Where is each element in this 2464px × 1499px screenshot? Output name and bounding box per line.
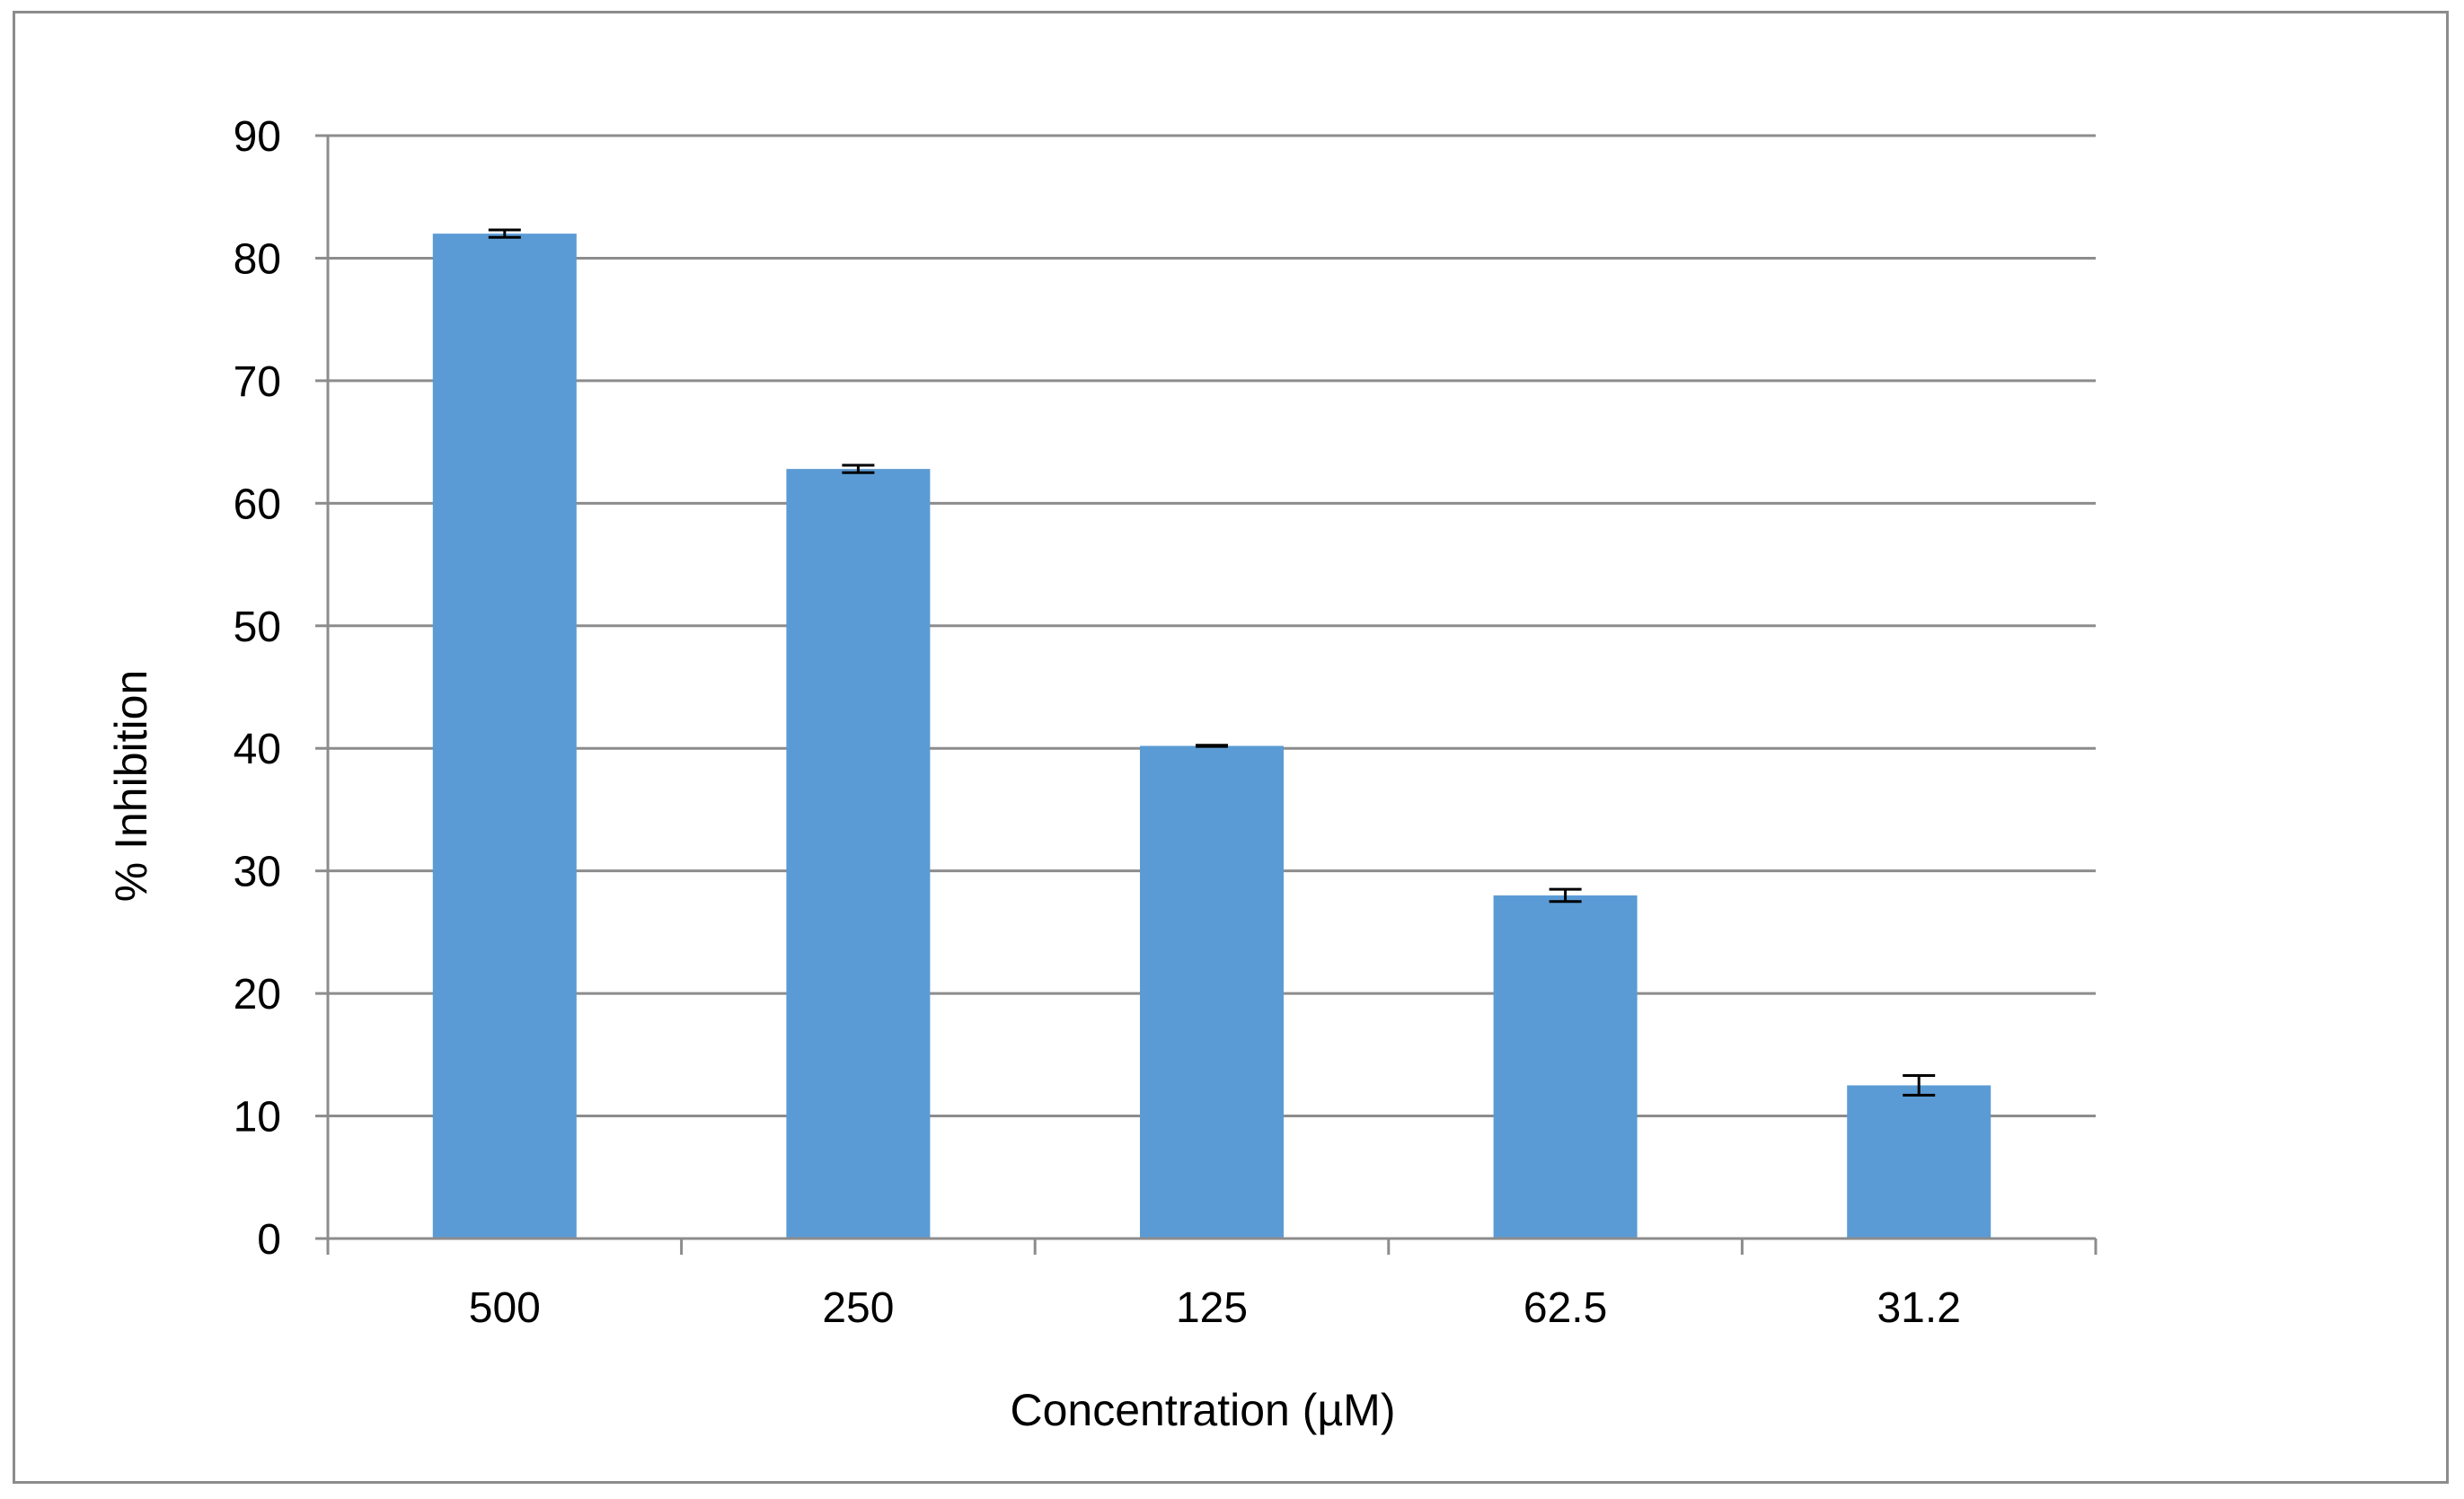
bar [1140, 745, 1284, 1239]
bars [432, 234, 1992, 1239]
x-axis-title: Concentration (µM) [1011, 1385, 1396, 1435]
y-tick-label: 90 [234, 113, 281, 161]
x-tick-label: 62.5 [1523, 1284, 1607, 1332]
bar [786, 469, 931, 1239]
y-tick-label: 70 [234, 358, 281, 406]
y-tick-label: 10 [234, 1094, 281, 1142]
bar [432, 234, 577, 1239]
x-tick-label: 31.2 [1877, 1284, 1960, 1332]
y-tick-label: 30 [234, 849, 281, 896]
y-tick-label: 0 [257, 1216, 281, 1264]
y-tick-label: 40 [234, 726, 281, 773]
y-tick-label: 20 [234, 971, 281, 1018]
tick-labels: 0 10 20 30 40 50 60 70 80 90 500 250 125 62.5 31.2 [234, 113, 1961, 1332]
y-tick-label: 60 [234, 481, 281, 528]
x-tick-label: 125 [1176, 1284, 1248, 1332]
y-tick-label: 50 [234, 604, 281, 651]
axes [315, 134, 2097, 1255]
bar [1847, 1085, 1992, 1239]
y-tick-label: 80 [234, 235, 281, 283]
gridlines [328, 134, 2096, 1118]
bar [1493, 895, 1638, 1239]
error-bars [488, 228, 1936, 1097]
x-tick-label: 250 [822, 1284, 894, 1332]
x-tick-label: 500 [469, 1284, 541, 1332]
y-axis-title: % Inhibition [106, 670, 156, 903]
